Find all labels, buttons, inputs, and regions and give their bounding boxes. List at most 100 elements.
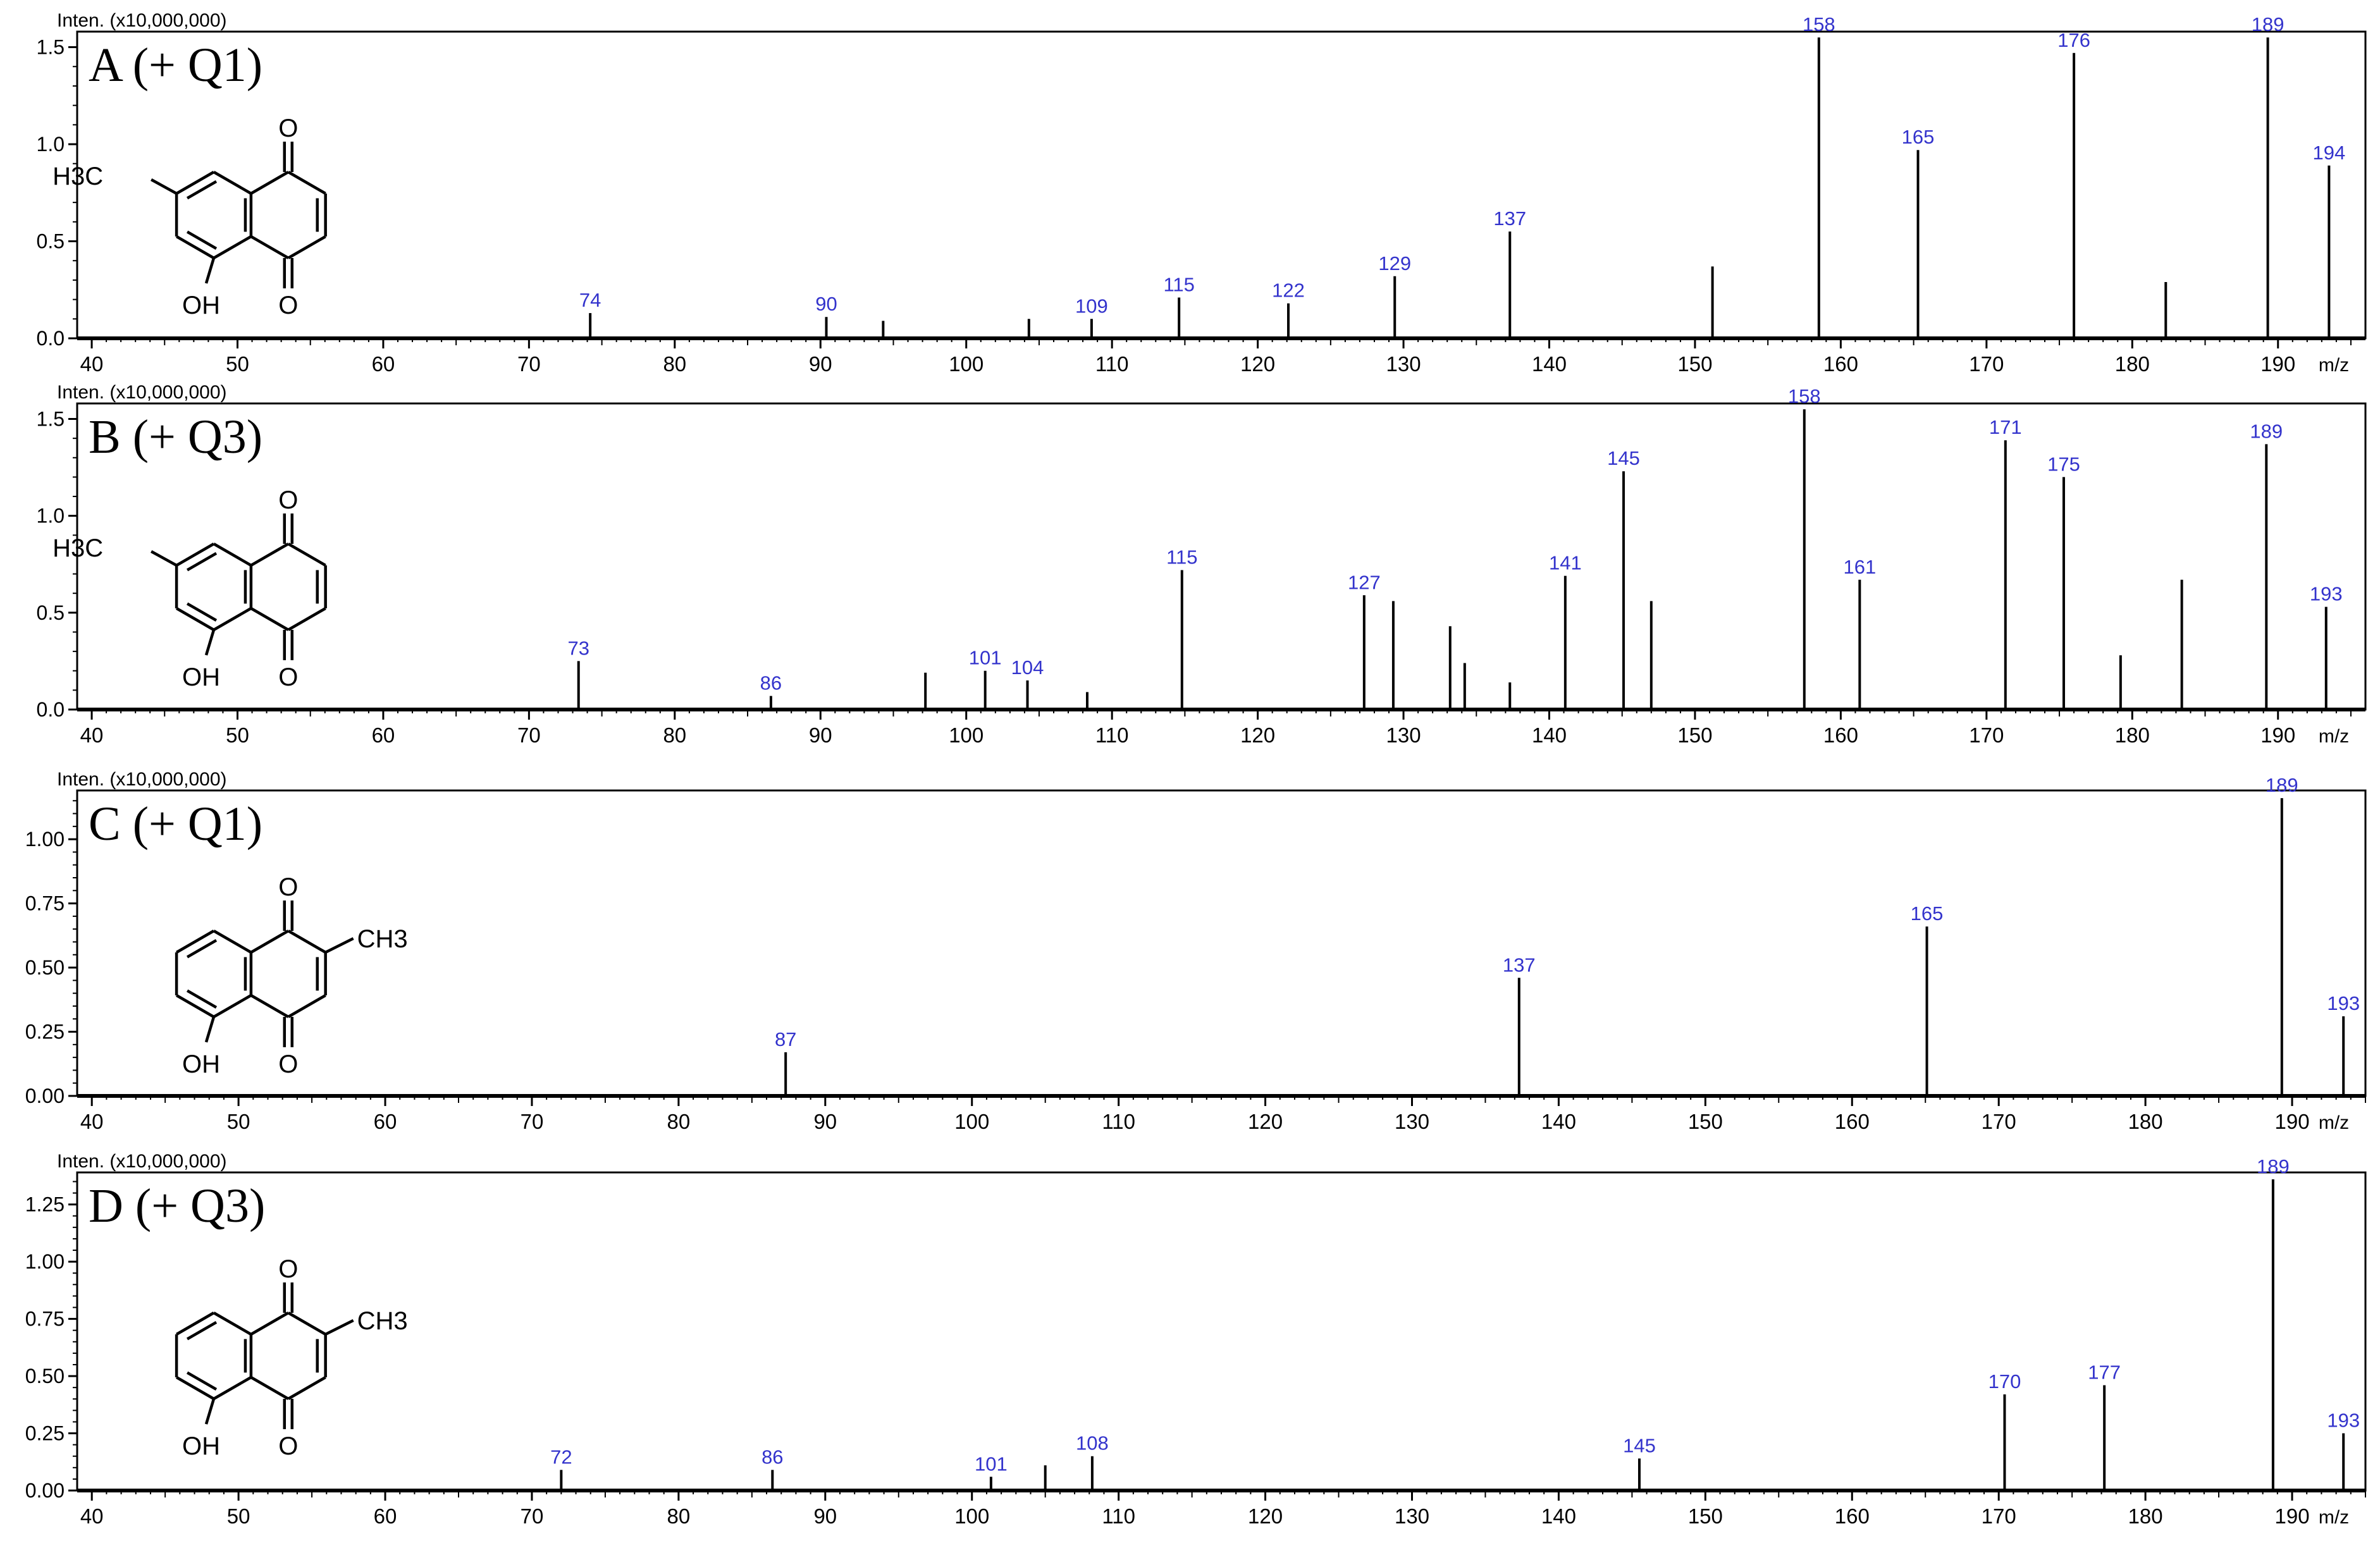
y-tick-label: 1.0 [37,133,65,156]
peak-label: 189 [2252,13,2284,35]
y-tick-label: 0.25 [25,1422,65,1445]
panel-label: A (+ Q1) [89,39,262,92]
x-tick-label: 160 [1835,1110,1870,1133]
y-tick-label: 1.25 [25,1193,65,1216]
x-axis-unit: m/z [2319,355,2349,376]
peak-label: 145 [1623,1434,1656,1456]
x-tick-label: 100 [949,723,983,747]
x-tick-label: 110 [1102,1110,1135,1133]
peak-label: 86 [760,672,782,694]
y-axis-title: Inten. (x10,000,000) [57,382,227,403]
x-tick-label: 180 [2128,1110,2163,1133]
hydroxyl-label: OH [182,1050,220,1078]
y-tick-label: 0.0 [37,698,65,721]
peak-label: 137 [1503,954,1536,976]
methyl-label: H3C [52,534,103,562]
y-tick-label: 0.50 [25,956,65,979]
x-tick-label: 50 [226,352,249,376]
chemical-structure: O O OH CH3 [175,873,408,1078]
x-tick-label: 180 [2115,352,2150,376]
y-axis-title: Inten. (x10,000,000) [57,1151,227,1172]
x-axis-unit: m/z [2319,1507,2349,1528]
peak-label: 193 [2327,992,2360,1014]
y-tick-label: 0.75 [25,892,65,915]
x-tick-label: 50 [227,1110,250,1133]
peak-label: 177 [2088,1362,2121,1384]
oxygen-atom-label: O [278,873,298,901]
x-tick-label: 120 [1248,1504,1283,1528]
peak-label: 158 [1803,13,1835,35]
oxygen-atom-label: O [278,486,298,514]
peak-label: 176 [2057,29,2090,51]
spectrum-panel-a: Inten. (x10,000,000) 0.0 0.5 1.0 1.5 40 50 60 70… [37,10,2367,376]
x-tick-label: 40 [80,352,104,376]
peak-label: 171 [1989,416,2022,438]
x-tick-label: 160 [1835,1504,1870,1528]
panel-label: D (+ Q3) [89,1179,265,1233]
x-tick-label: 110 [1102,1504,1135,1528]
x-tick-label: 80 [667,1504,691,1528]
oxygen-atom-label: O [278,663,298,691]
x-axis-unit: m/z [2319,1112,2349,1133]
x-tick-label: 190 [2260,352,2295,376]
x-tick-label: 70 [517,352,541,376]
x-tick-label: 130 [1395,1110,1429,1133]
oxygen-atom-label: O [278,1432,298,1460]
x-tick-label: 150 [1677,352,1712,376]
peak-label: 158 [1788,385,1821,407]
peak-label: 74 [579,289,601,311]
peak-label: 72 [550,1446,572,1468]
x-axis-unit: m/z [2319,726,2349,747]
x-tick-label: 130 [1386,723,1421,747]
x-tick-label: 150 [1688,1504,1723,1528]
peak-label: 104 [1011,656,1044,679]
x-tick-label: 190 [2275,1110,2310,1133]
y-tick-label: 0.5 [37,230,65,253]
x-tick-label: 170 [1969,352,2004,376]
x-tick-label: 40 [80,723,104,747]
y-tick-label: 0.00 [25,1085,65,1107]
x-tick-label: 160 [1823,723,1858,747]
x-tick-label: 80 [663,723,686,747]
peak-label: 109 [1075,295,1108,317]
hydroxyl-label: OH [182,292,220,319]
oxygen-atom-label: O [278,1050,298,1078]
x-tick-label: 90 [809,352,832,376]
y-tick-label: 0.5 [37,601,65,624]
x-tick-label: 60 [372,723,395,747]
x-tick-label: 150 [1677,723,1712,747]
x-tick-label: 120 [1240,352,1275,376]
peak-label: 165 [1902,126,1935,148]
x-tick-label: 170 [1982,1110,2016,1133]
x-tick-label: 180 [2128,1504,2163,1528]
peak-label: 101 [975,1453,1008,1475]
peak-label: 73 [567,637,589,659]
peak-label: 141 [1549,552,1582,574]
panel-label: B (+ Q3) [89,410,262,464]
x-tick-label: 60 [374,1110,397,1133]
x-tick-label: 60 [374,1504,397,1528]
peak-label: 194 [2313,142,2346,164]
y-tick-label: 1.00 [25,828,65,851]
peak-label: 161 [1843,556,1876,578]
methyl-label: CH3 [357,1307,408,1335]
peak-label: 90 [815,293,837,315]
peak-label: 115 [1166,546,1197,568]
spectrum-panel-b: Inten. (x10,000,000) 0.0 0.5 1.0 1.5 40 50 60 70… [37,382,2367,747]
chemical-structure: O O OH CH3 [175,1255,408,1460]
y-tick-label: 0.25 [25,1021,65,1043]
y-tick-label: 0.50 [25,1365,65,1387]
x-tick-label: 130 [1386,352,1421,376]
peak-label: 122 [1272,280,1305,302]
x-tick-label: 80 [663,352,686,376]
x-tick-label: 60 [372,352,395,376]
plot-frame [76,1171,2367,1492]
y-tick-label: 0.0 [37,327,65,350]
y-tick-label: 1.5 [37,408,65,431]
x-tick-label: 50 [227,1504,250,1528]
peak-label: 137 [1493,207,1526,230]
y-tick-label: 0.00 [25,1479,65,1502]
chemical-structure: O O OH H3C [52,486,327,691]
peak-label: 193 [2310,583,2343,605]
